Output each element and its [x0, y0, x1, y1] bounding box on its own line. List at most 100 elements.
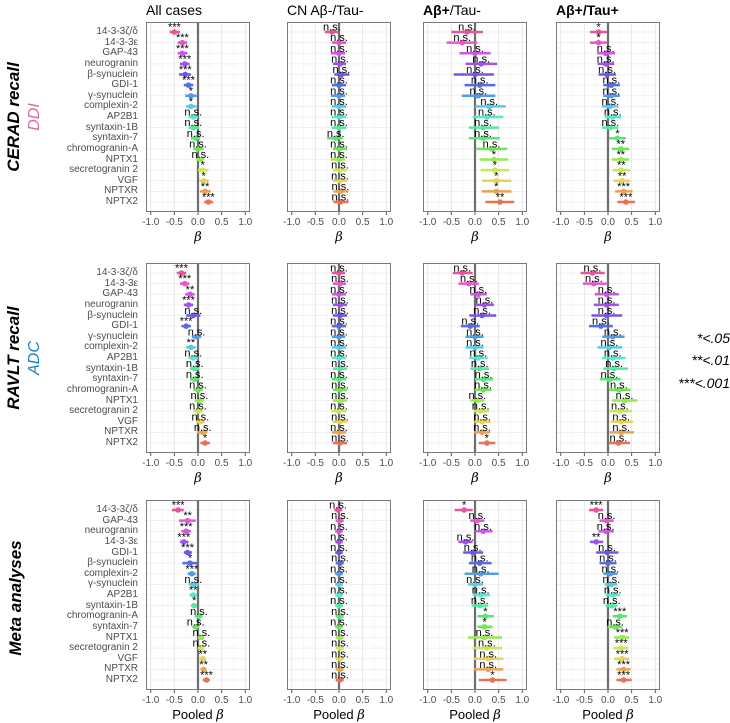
significance-label: *** [616, 648, 630, 660]
x-tick-label: 0.5 [215, 458, 229, 469]
significance-label: n.s. [331, 305, 349, 317]
point-estimate [618, 429, 625, 436]
x-tick-label: 0.0 [601, 217, 615, 228]
point-estimate [482, 613, 489, 620]
point-estimate [464, 29, 470, 35]
significance-label: n.s. [330, 422, 348, 434]
significance-label: n.s. [472, 563, 490, 575]
column-header-ab-pos-tau-neg: Aβ+/Tau- [423, 2, 481, 18]
x-tick-label: -0.5 [307, 695, 325, 706]
point-estimate [595, 29, 602, 35]
significance-label: n.s. [474, 521, 492, 533]
point-estimate [336, 602, 342, 609]
point-estimate [608, 82, 615, 88]
significance-label: n.s. [597, 43, 615, 55]
point-estimate [337, 677, 343, 683]
point-estimate [486, 103, 492, 110]
x-axis-title-prefix: Pooled [313, 707, 358, 722]
significance-label: n.s. [466, 326, 484, 338]
significance-label: n.s. [471, 595, 489, 607]
point-estimate [171, 29, 178, 35]
panel-border [423, 263, 527, 453]
significance-label: n.s. [184, 348, 202, 360]
point-estimate [190, 355, 197, 361]
point-estimate [461, 507, 467, 513]
significance-label: *** [613, 606, 627, 618]
point-estimate [188, 103, 194, 110]
point-estimate [200, 666, 207, 673]
point-estimate [196, 613, 202, 620]
significance-label: n.s. [189, 379, 207, 391]
point-estimate [199, 655, 206, 662]
x-axis-title: β [146, 470, 250, 486]
forest-panel: n.s.n.s.n.s.n.s.n.s.n.s.n.s.n.s.n.s.n.s.… [283, 263, 394, 470]
significance-label: n.s. [473, 411, 491, 423]
y-axis-label: NPTX1 [105, 631, 138, 643]
significance-label: * [494, 181, 499, 193]
significance-label: n.s. [584, 263, 602, 275]
x-tick-label: 1.0 [515, 695, 529, 706]
point-estimate [337, 666, 343, 673]
significance-label: n.s. [453, 32, 471, 44]
point-estimate [182, 71, 189, 78]
forest-panel: **n.s.n.s.n.s.n.s.n.s.n.s.n.s.n.s.******… [552, 22, 663, 229]
point-estimate [479, 429, 485, 436]
significance-label: n.s. [478, 107, 496, 119]
x-axis-title: β [556, 229, 660, 245]
significance-label: n.s. [472, 585, 490, 597]
x-axis-title: Pooled β [423, 707, 527, 723]
x-tick-label: 0.0 [332, 217, 346, 228]
significance-label: n.s. [188, 326, 206, 338]
significance-label: *** [617, 670, 631, 682]
point-estimate [336, 82, 342, 88]
point-estimate [607, 103, 614, 110]
y-axis-label: syntaxin-1B [85, 362, 138, 374]
significance-label: n.s. [460, 273, 478, 285]
point-estimate [337, 418, 343, 425]
significance-label: n.s. [466, 574, 484, 586]
point-estimate [336, 539, 342, 545]
point-estimate [178, 270, 185, 276]
significance-label: n.s. [331, 606, 349, 618]
significance-label: n.s. [323, 22, 341, 34]
significance-label: n.s. [331, 390, 349, 402]
x-axis-title-beta: β [604, 230, 612, 245]
significance-label: n.s. [331, 273, 349, 285]
x-tick-label: -0.5 [166, 695, 184, 706]
significance-label: n.s. [598, 294, 616, 306]
point-estimate [467, 323, 474, 329]
point-estimate [181, 280, 188, 287]
significance-label: n.s. [330, 32, 348, 44]
significance-label: *** [182, 294, 196, 306]
point-estimate [472, 333, 478, 340]
column-header-rest: /Tau- [449, 2, 481, 18]
x-tick-label: 0.5 [215, 217, 229, 228]
x-tick-label: 0.0 [601, 695, 615, 706]
panel-border [287, 263, 391, 453]
significance-label: n.s. [469, 284, 487, 296]
point-estimate [618, 645, 625, 651]
point-estimate [190, 312, 197, 319]
significance-label: ** [183, 510, 192, 522]
point-estimate [336, 124, 342, 131]
significance-label: n.s. [330, 117, 348, 129]
point-estimate [480, 528, 486, 535]
significance-label: n.s. [597, 53, 615, 65]
significance-label: n.s. [598, 305, 616, 317]
significance-label: n.s. [331, 433, 349, 445]
point-estimate [337, 167, 343, 173]
point-estimate [198, 634, 205, 641]
significance-label: n.s. [189, 401, 207, 413]
significance-label: *** [180, 521, 194, 533]
significance-label: * [203, 433, 208, 445]
point-estimate [466, 280, 472, 287]
point-estimate [478, 61, 484, 67]
point-estimate [603, 291, 610, 298]
column-header-ab-pos-tau-pos: Aβ+/Tau+ [556, 2, 619, 18]
significance-label: n.s. [330, 85, 348, 97]
point-estimate [615, 440, 622, 446]
panel-border [556, 500, 660, 690]
significance-label: n.s. [457, 531, 475, 543]
significance-label: ** [198, 648, 207, 660]
significance-label: n.s. [466, 337, 484, 349]
